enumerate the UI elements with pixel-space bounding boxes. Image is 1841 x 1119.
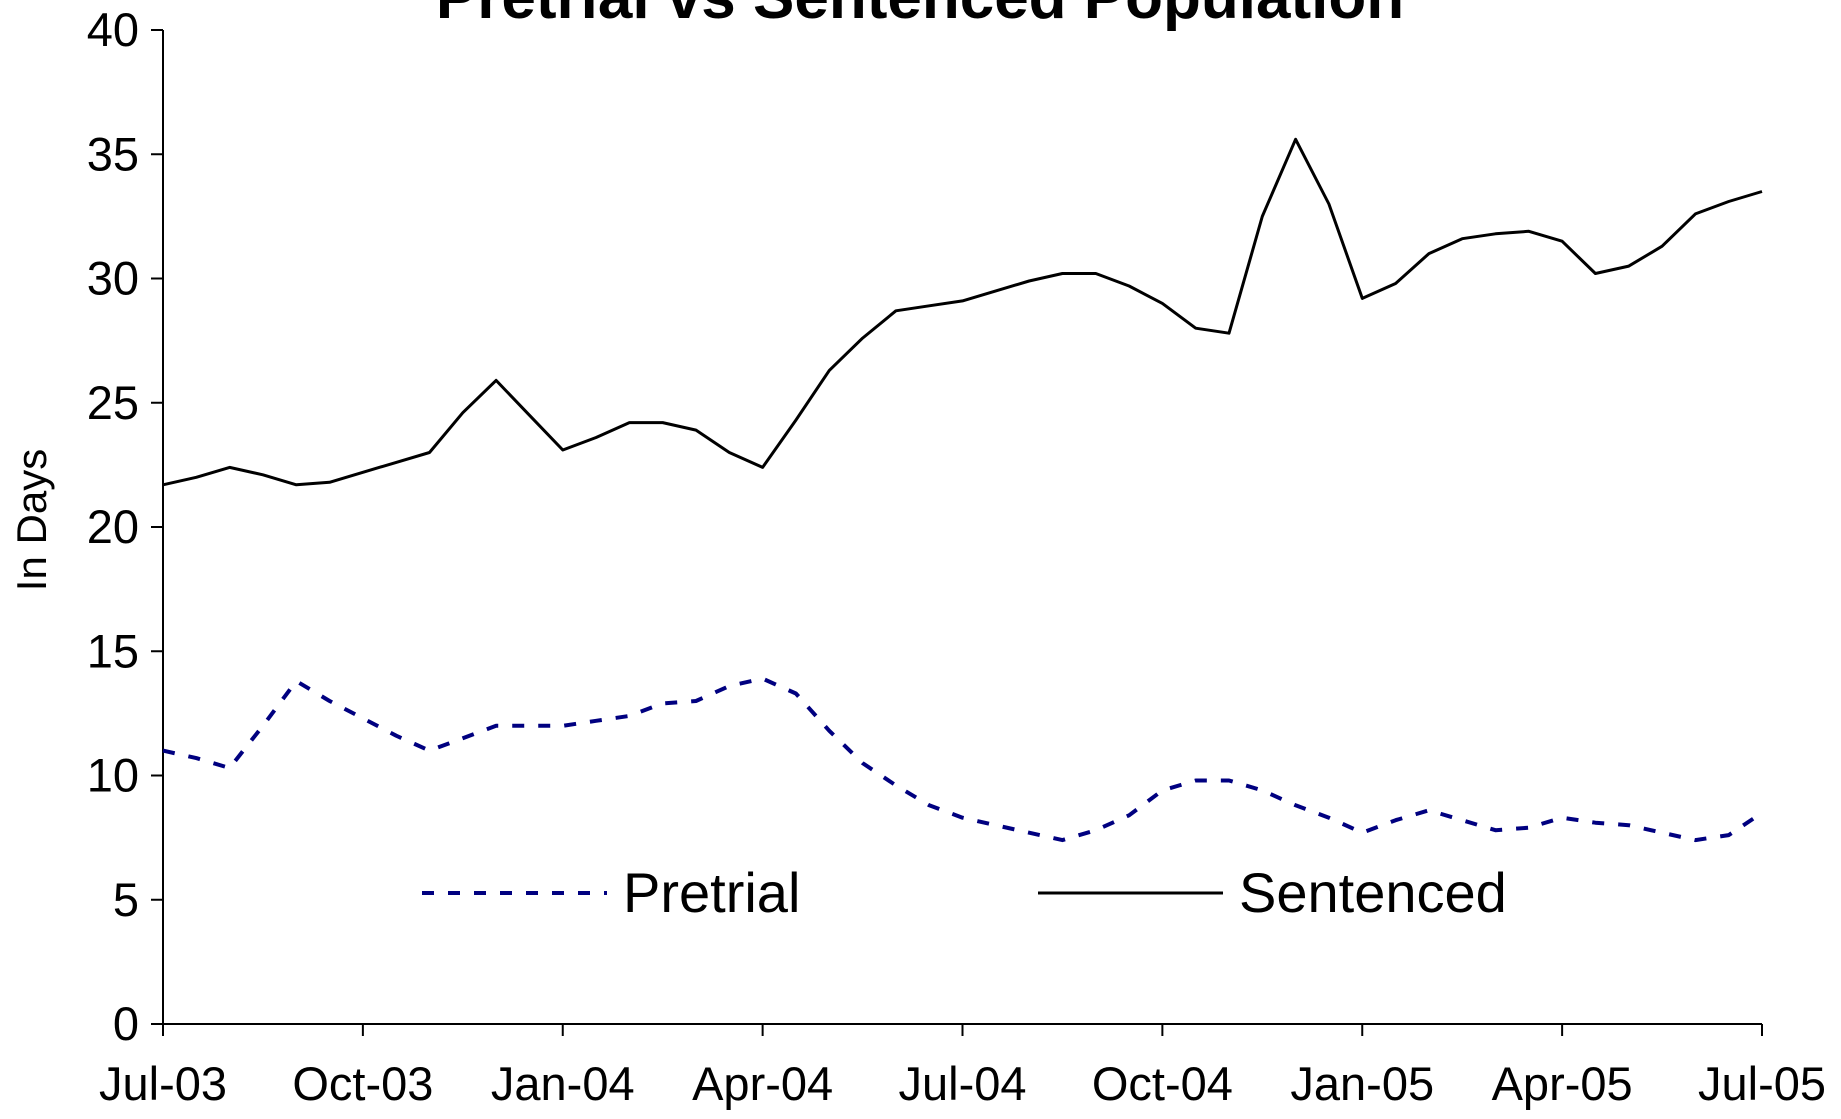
y-tick-label: 0 — [113, 997, 139, 1050]
x-tick-label: Jul-03 — [99, 1057, 227, 1110]
x-tick-label: Jan-05 — [1290, 1057, 1434, 1110]
legend-label: Sentenced — [1239, 861, 1507, 924]
x-tick-label: Apr-04 — [692, 1057, 833, 1110]
series-line — [162, 676, 1764, 843]
x-tick-label: Jul-04 — [898, 1057, 1026, 1110]
chart-title: Pretrial vs Sentenced Population — [436, 0, 1404, 32]
y-tick-label: 40 — [87, 3, 139, 56]
legend-label: Pretrial — [623, 861, 800, 924]
x-tick-label: Apr-05 — [1492, 1057, 1633, 1110]
y-tick-label: 15 — [87, 624, 139, 677]
y-tick-label: 25 — [87, 376, 139, 429]
y-tick-label: 5 — [113, 873, 139, 926]
x-tick-label: Jul-05 — [1698, 1057, 1826, 1110]
y-tick-label: 30 — [87, 252, 139, 305]
y-tick-label: 10 — [87, 749, 139, 802]
y-tick-label: 35 — [87, 127, 139, 180]
series-line — [162, 137, 1763, 487]
x-tick-label: Jan-04 — [491, 1057, 635, 1110]
y-tick-label: 20 — [87, 500, 139, 553]
x-tick-label: Oct-03 — [292, 1057, 433, 1110]
x-tick-label: Oct-04 — [1092, 1057, 1233, 1110]
y-axis-label: In Days — [8, 449, 55, 591]
